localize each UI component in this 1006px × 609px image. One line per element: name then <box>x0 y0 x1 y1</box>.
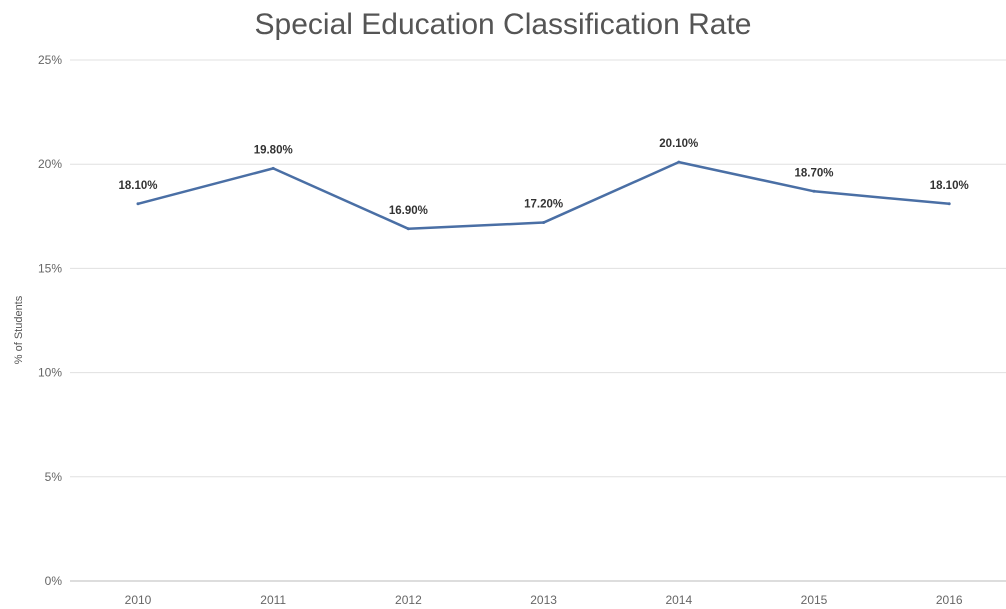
data-point <box>542 221 546 225</box>
data-label: 19.80% <box>254 144 293 156</box>
data-label: 18.70% <box>794 167 833 179</box>
x-tick-label: 2016 <box>936 593 963 607</box>
y-tick-label: 0% <box>45 574 63 588</box>
y-tick-label: 25% <box>38 53 62 67</box>
y-tick-labels: 0% 5% 10% 15% 20% 25% <box>38 53 62 588</box>
data-label: 18.10% <box>118 180 157 192</box>
data-point <box>677 160 681 164</box>
x-tick-label: 2014 <box>665 593 692 607</box>
series-layer <box>136 160 951 231</box>
x-tick-label: 2013 <box>530 593 557 607</box>
data-label: 16.90% <box>389 205 428 217</box>
gridlines <box>70 59 1006 582</box>
y-tick-label: 20% <box>38 157 62 171</box>
data-labels: 18.10% 19.80% 16.90% 17.20% 20.10% 18.70% 18.1… <box>118 138 968 217</box>
data-label: 18.10% <box>930 180 969 192</box>
y-tick-label: 5% <box>45 470 63 484</box>
x-tick-labels: 2010 2011 2012 2013 2014 2015 2016 <box>125 593 963 607</box>
x-tick-label: 2010 <box>125 593 152 607</box>
chart-title: Special Education Classification Rate <box>254 8 752 41</box>
data-point <box>406 227 410 231</box>
y-tick-label: 15% <box>38 261 62 275</box>
y-axis-title: % of Students <box>13 295 25 364</box>
data-label: 17.20% <box>524 199 563 211</box>
x-tick-label: 2015 <box>801 593 828 607</box>
data-point <box>812 189 816 193</box>
x-tick-label: 2011 <box>260 593 286 607</box>
y-tick-label: 10% <box>38 366 62 380</box>
data-label: 20.10% <box>659 138 698 150</box>
x-tick-label: 2012 <box>395 593 422 607</box>
data-point <box>136 202 140 206</box>
data-point <box>271 166 275 170</box>
data-point <box>947 202 951 206</box>
